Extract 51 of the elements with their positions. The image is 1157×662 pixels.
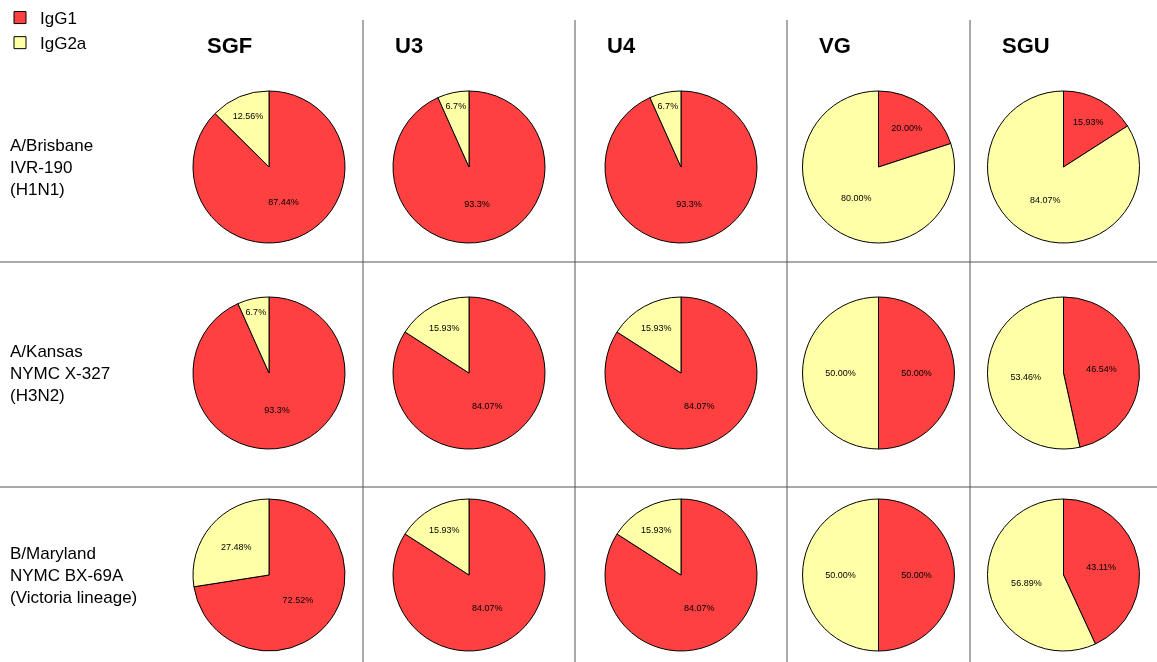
pie-slice (802, 90, 955, 244)
text: A/Brisbane IVR-190 (H1N1) (10, 136, 94, 200)
data-label: 15.93% (429, 524, 460, 535)
pie-slice (193, 498, 346, 652)
chart-title: VG (819, 33, 851, 58)
data-label: 6.7% (657, 100, 679, 111)
data-label: 6.7% (445, 100, 467, 111)
pie-slice (392, 90, 546, 244)
pie-slice (392, 296, 546, 450)
data-label: 50.00% (825, 570, 856, 580)
data-label: 15.93% (429, 322, 460, 333)
pie-slice (604, 498, 758, 652)
data-label: 93.3% (264, 405, 290, 416)
data-label: 56.89% (1011, 578, 1042, 589)
text: A/Kansas NYMC X-327 (H3N2) (10, 342, 111, 406)
data-label: 72.52% (282, 594, 314, 605)
data-label: 15.93% (641, 524, 672, 535)
data-label: 53.46% (1010, 372, 1041, 383)
data-label: 50.00% (901, 570, 932, 580)
data-label: 80.00% (840, 192, 872, 203)
pie-slice (392, 498, 546, 652)
legend-label: IgG2a (40, 34, 87, 54)
data-label: 93.3% (464, 199, 490, 210)
data-label: 84.07% (683, 401, 715, 412)
data-label: 15.93% (641, 322, 672, 333)
chart-title: U3 (395, 33, 424, 58)
data-label: 84.07% (471, 401, 503, 412)
pie-slice (192, 90, 346, 244)
pie-slice (604, 90, 758, 244)
data-label: 84.07% (1030, 195, 1061, 206)
data-label: 46.54% (1086, 363, 1117, 374)
pie-slice (987, 90, 1140, 244)
data-label: 12.56% (232, 111, 264, 122)
data-label: 87.44% (268, 197, 299, 208)
text: SGF (207, 33, 253, 58)
legend-label: IgG1 (40, 9, 77, 29)
pie-slice (192, 296, 346, 450)
data-label: 50.00% (825, 368, 856, 378)
chart-title: U4 (607, 33, 636, 58)
data-label: 20.00% (891, 123, 922, 134)
data-label: 93.3% (676, 199, 702, 210)
data-label: 50.00% (901, 368, 932, 378)
data-label: 27.48% (220, 541, 252, 552)
chart-title: SGU (1002, 33, 1050, 58)
pie-slice (604, 296, 758, 450)
data-label: 15.93% (1072, 116, 1104, 127)
data-label: 6.7% (245, 306, 267, 317)
data-label: 43.11% (1086, 561, 1116, 572)
text: B/Maryland NYMC BX-69A (Victoria lineage) (10, 544, 138, 608)
data-label: 84.07% (683, 603, 715, 614)
data-label: 84.07% (471, 603, 503, 614)
